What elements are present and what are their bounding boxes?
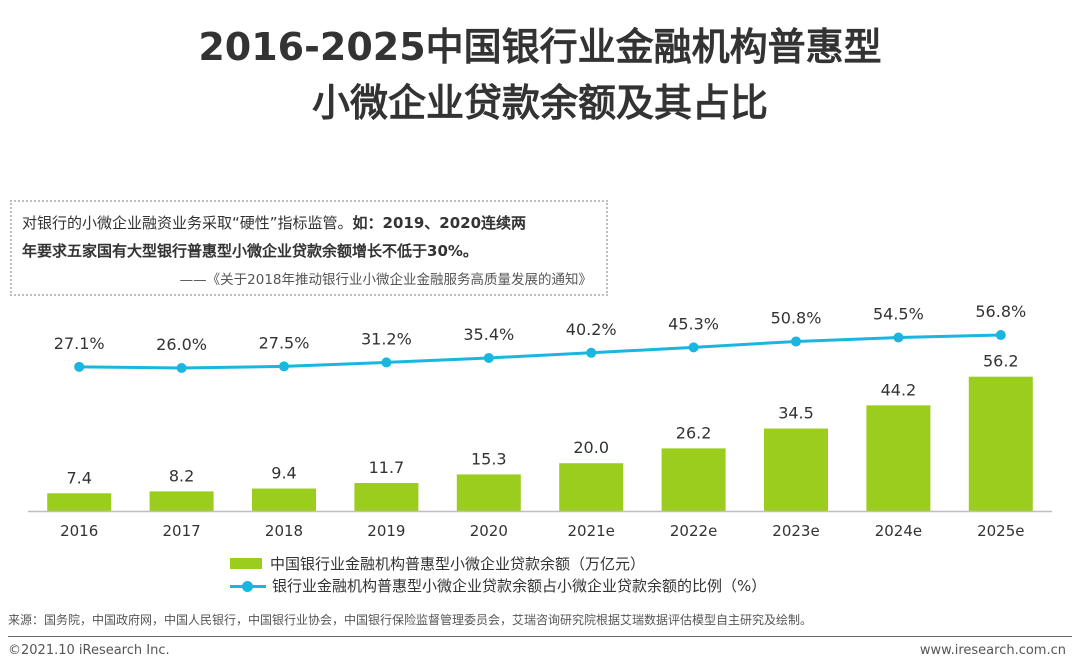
line-value-label-2023e: 50.8%: [771, 308, 822, 327]
bar-value-label-2019: 11.7: [369, 458, 405, 477]
bar-value-label-2021e: 20.0: [573, 438, 609, 457]
line-point-2016: [74, 361, 85, 372]
footer-copyright: ©2021.10 iResearch Inc.: [8, 643, 170, 658]
line-value-label-2021e: 40.2%: [566, 320, 617, 339]
source-note: 来源：国务院，中国政府网，中国人民银行，中国银行业协会，中国银行保险监督管理委员…: [8, 613, 813, 627]
x-tick-label-2017: 2017: [163, 522, 201, 540]
x-tick-label-2025e: 2025e: [977, 522, 1024, 540]
legend-item-bar: 中国银行业金融机构普惠型小微企业贷款余额（万亿元）: [230, 553, 645, 574]
bar-2020: [456, 474, 521, 511]
bar-2018: [252, 488, 316, 511]
legend-bar-swatch: [230, 558, 262, 569]
bar-2017: [149, 491, 214, 511]
line-value-label-2020: 35.4%: [463, 325, 514, 344]
line-series-path: [79, 333, 1001, 370]
bar-value-label-2024e: 44.2: [881, 380, 917, 399]
line-point-2018: [279, 361, 289, 372]
x-tick-label-2024e: 2024e: [875, 522, 922, 540]
bar-2016: [47, 493, 112, 511]
x-axis-tick-labels: 2016 2017 2018 2019 2020 2021e 2022e 2023e 2024e…: [60, 522, 1024, 540]
line-value-label-2019: 31.2%: [361, 329, 412, 348]
legend-bar-label: 中国银行业金融机构普惠型小微企业贷款余额（万亿元）: [270, 555, 646, 573]
line-point-2017: [176, 363, 187, 373]
bar-2022e: [661, 448, 726, 511]
footer-website: www.iresearch.com.cn: [919, 643, 1066, 658]
line-point-2022e: [688, 342, 699, 353]
policy-note-citation: ——《关于2018年推动银行业小微企业金融服务高质量发展的通知》: [179, 272, 592, 288]
bar-value-label-2023e: 34.5: [778, 404, 814, 423]
legend-line-swatch: [230, 580, 266, 592]
line-point-2023e: [791, 336, 801, 347]
x-tick-label-2016: 2016: [60, 522, 98, 540]
line-point-2021e: [586, 347, 597, 358]
line-value-label-2022e: 45.3%: [668, 314, 719, 333]
policy-note-line-2: 年要求五家国有大型银行普惠型小微企业贷款余额增长不低于30%。: [22, 242, 478, 260]
bar-value-label-2016: 7.4: [66, 468, 91, 487]
bar-value-label-2017: 8.2: [169, 466, 194, 485]
chart-title-line-2: 小微企业贷款余额及其占比: [311, 81, 768, 125]
bar-value-label-2025e: 56.2: [983, 352, 1019, 371]
x-tick-label-2019: 2019: [367, 522, 405, 540]
policy-note-line-1: 对银行的小微企业融资业务采取“硬性”指标监管。如：2019、2020连续两: [22, 212, 526, 233]
x-tick-label-2018: 2018: [265, 522, 303, 540]
bar-value-label-2018: 9.4: [271, 464, 296, 483]
x-tick-label-2021e: 2021e: [567, 522, 614, 540]
bar-2023e: [764, 428, 828, 511]
line-point-2020: [483, 352, 494, 363]
x-tick-label-2020: 2020: [470, 522, 508, 540]
line-point-2019: [381, 357, 392, 368]
legend-item-line: 银行业金融机构普惠型小微企业贷款余额占小微企业贷款余额的比例（%）: [230, 575, 766, 596]
bar-series: 7.4 8.2 9.4 11.7 15.3 20.0 26.2 34.5 44.2 56.2: [47, 352, 1033, 511]
line-series: 27.1% 26.0% 27.5% 31.2% 35.4% 40.2% 45.3% 50.8%…: [54, 302, 1026, 373]
bar-value-label-2022e: 26.2: [676, 423, 712, 442]
legend-line-label: 银行业金融机构普惠型小微企业贷款余额占小微企业贷款余额的比例（%）: [272, 577, 767, 595]
line-value-label-2017: 26.0%: [156, 335, 207, 354]
bar-2025e: [968, 376, 1033, 511]
line-point-2025e: [995, 330, 1006, 341]
line-point-2024e: [893, 332, 904, 343]
policy-note-box: 对银行的小微企业融资业务采取“硬性”指标监管。如：2019、2020连续两 年要…: [10, 200, 608, 296]
bar-2019: [354, 483, 419, 511]
line-value-label-2024e: 54.5%: [873, 305, 924, 324]
line-value-label-2016: 27.1%: [54, 334, 105, 353]
bar-2024e: [866, 405, 931, 511]
bar-value-label-2020: 15.3: [471, 449, 507, 468]
line-value-label-2018: 27.5%: [259, 333, 310, 352]
line-value-label-2025e: 56.8%: [975, 302, 1026, 321]
policy-note-line-1-bold: 如：2019、2020连续两: [352, 214, 527, 232]
x-tick-label-2023e: 2023e: [772, 522, 819, 540]
combo-chart: 7.4 8.2 9.4 11.7 15.3 20.0 26.2 34.5 44.2 56.2 20…: [28, 302, 1052, 540]
policy-note-line-1-regular: 对银行的小微企业融资业务采取“硬性”指标监管。: [22, 214, 353, 232]
bar-2021e: [559, 463, 624, 511]
x-tick-label-2022e: 2022e: [670, 522, 717, 540]
footer-divider: [8, 636, 1072, 637]
chart-title-line-1: 2016-2025中国银行业金融机构普惠型: [198, 25, 882, 69]
